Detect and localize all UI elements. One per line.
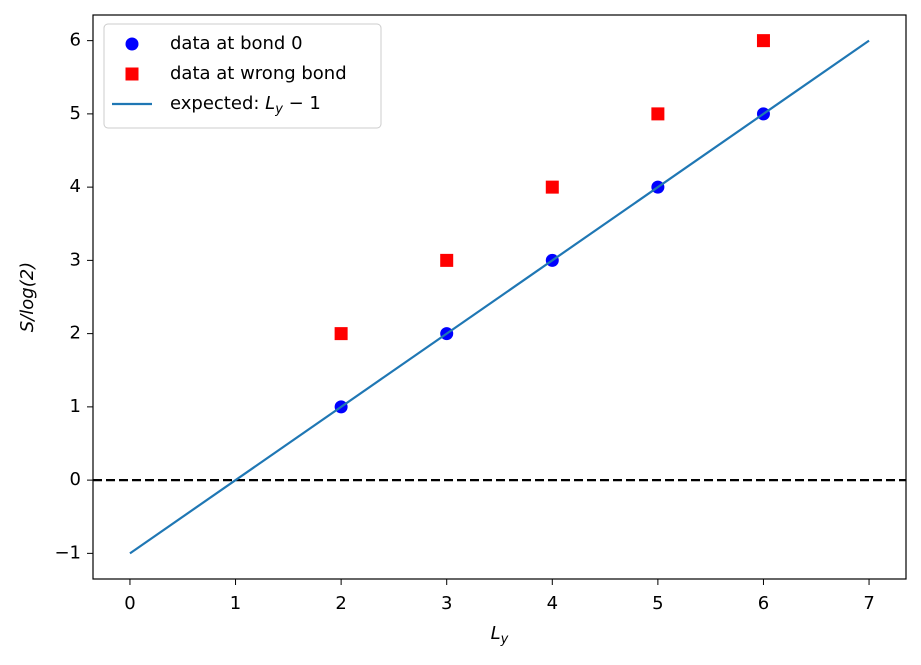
y-tick-label: 0 <box>70 469 81 490</box>
y-axis-label: S/log(2) <box>17 262 38 332</box>
point <box>756 34 770 48</box>
legend-swatch <box>125 37 139 51</box>
x-tick-label: 7 <box>863 593 874 614</box>
y-tick-label: 2 <box>70 323 81 344</box>
point <box>334 327 348 341</box>
x-tick-label: 3 <box>441 593 452 614</box>
point <box>545 180 559 194</box>
x-tick-label: 5 <box>652 593 663 614</box>
y-tick-label: 1 <box>70 396 81 417</box>
legend-swatch <box>125 67 139 81</box>
y-tick-label: −1 <box>54 542 81 563</box>
y-tick-label: 5 <box>70 103 81 124</box>
y-tick-label: 6 <box>70 30 81 51</box>
y-tick-label: 4 <box>70 176 81 197</box>
y-tick-label: 3 <box>70 249 81 270</box>
point <box>440 253 454 267</box>
x-tick-label: 2 <box>335 593 346 614</box>
legend-label: data at bond 0 <box>170 33 303 54</box>
legend-box <box>103 23 382 129</box>
plot-frame <box>92 14 907 580</box>
x-tick-label: 6 <box>758 593 769 614</box>
line <box>129 39 870 555</box>
x-tick-label: 4 <box>547 593 558 614</box>
x-tick-label: 0 <box>124 593 135 614</box>
x-axis-label: Ly​ <box>491 623 509 647</box>
x-tick-label: 1 <box>230 593 241 614</box>
legend-label: data at wrong bond <box>170 63 347 84</box>
point <box>651 107 665 121</box>
legend-label: expected: Ly​ − 1 <box>170 93 321 117</box>
